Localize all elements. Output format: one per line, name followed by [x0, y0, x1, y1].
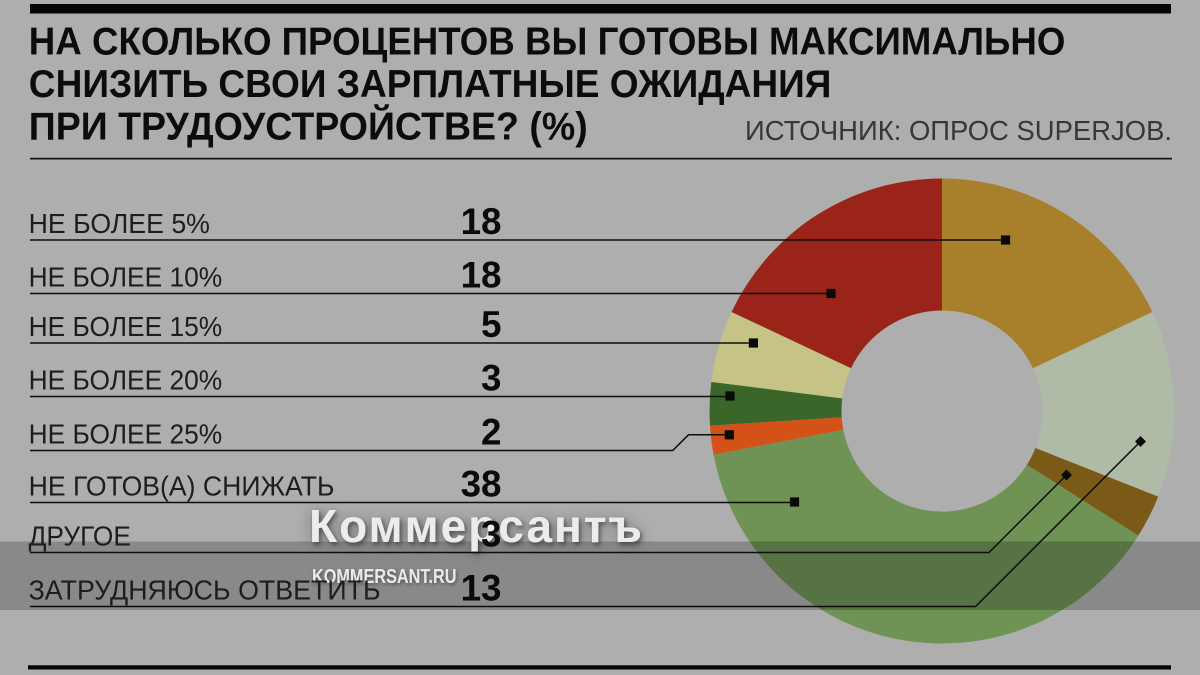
svg-text:НЕ БОЛЕЕ 20%: НЕ БОЛЕЕ 20% — [29, 363, 223, 395]
svg-text:ЗАТРУДНЯЮСЬ ОТВЕТИТЬ: ЗАТРУДНЯЮСЬ ОТВЕТИТЬ — [29, 574, 381, 606]
svg-text:18: 18 — [461, 255, 502, 296]
svg-text:18: 18 — [461, 201, 502, 242]
svg-text:НЕ БОЛЕЕ 15%: НЕ БОЛЕЕ 15% — [29, 310, 223, 342]
svg-text:НА СКОЛЬКО ПРОЦЕНТОВ ВЫ ГОТОВЫ: НА СКОЛЬКО ПРОЦЕНТОВ ВЫ ГОТОВЫ МАКСИМАЛЬ… — [29, 20, 1066, 63]
svg-text:НЕ БОЛЕЕ 25%: НЕ БОЛЕЕ 25% — [29, 417, 223, 449]
svg-text:НЕ БОЛЕЕ 10%: НЕ БОЛЕЕ 10% — [29, 260, 223, 292]
svg-text:ПРИ ТРУДОУСТРОЙСТВЕ? (%): ПРИ ТРУДОУСТРОЙСТВЕ? (%) — [29, 103, 588, 149]
svg-text:5: 5 — [481, 304, 501, 345]
svg-text:Коммерсантъ: Коммерсантъ — [309, 500, 644, 552]
svg-text:KOMMERSANT.RU: KOMMERSANT.RU — [312, 564, 457, 587]
svg-text:СНИЗИТЬ СВОИ ЗАРПЛАТНЫЕ ОЖИДАН: СНИЗИТЬ СВОИ ЗАРПЛАТНЫЕ ОЖИДАНИЯ — [29, 63, 832, 106]
svg-text:НЕ БОЛЕЕ 5%: НЕ БОЛЕЕ 5% — [29, 207, 210, 239]
svg-text:2: 2 — [481, 412, 501, 453]
svg-text:3: 3 — [481, 514, 501, 555]
svg-text:38: 38 — [461, 464, 502, 505]
svg-text:13: 13 — [461, 568, 502, 609]
svg-text:3: 3 — [481, 358, 501, 399]
svg-text:ДРУГОЕ: ДРУГОЕ — [29, 519, 131, 551]
svg-text:НЕ ГОТОВ(А) СНИЖАТЬ: НЕ ГОТОВ(А) СНИЖАТЬ — [29, 470, 335, 502]
svg-text:ИСТОЧНИК: ОПРОС SUPERJOB.: ИСТОЧНИК: ОПРОС SUPERJOB. — [745, 115, 1172, 146]
